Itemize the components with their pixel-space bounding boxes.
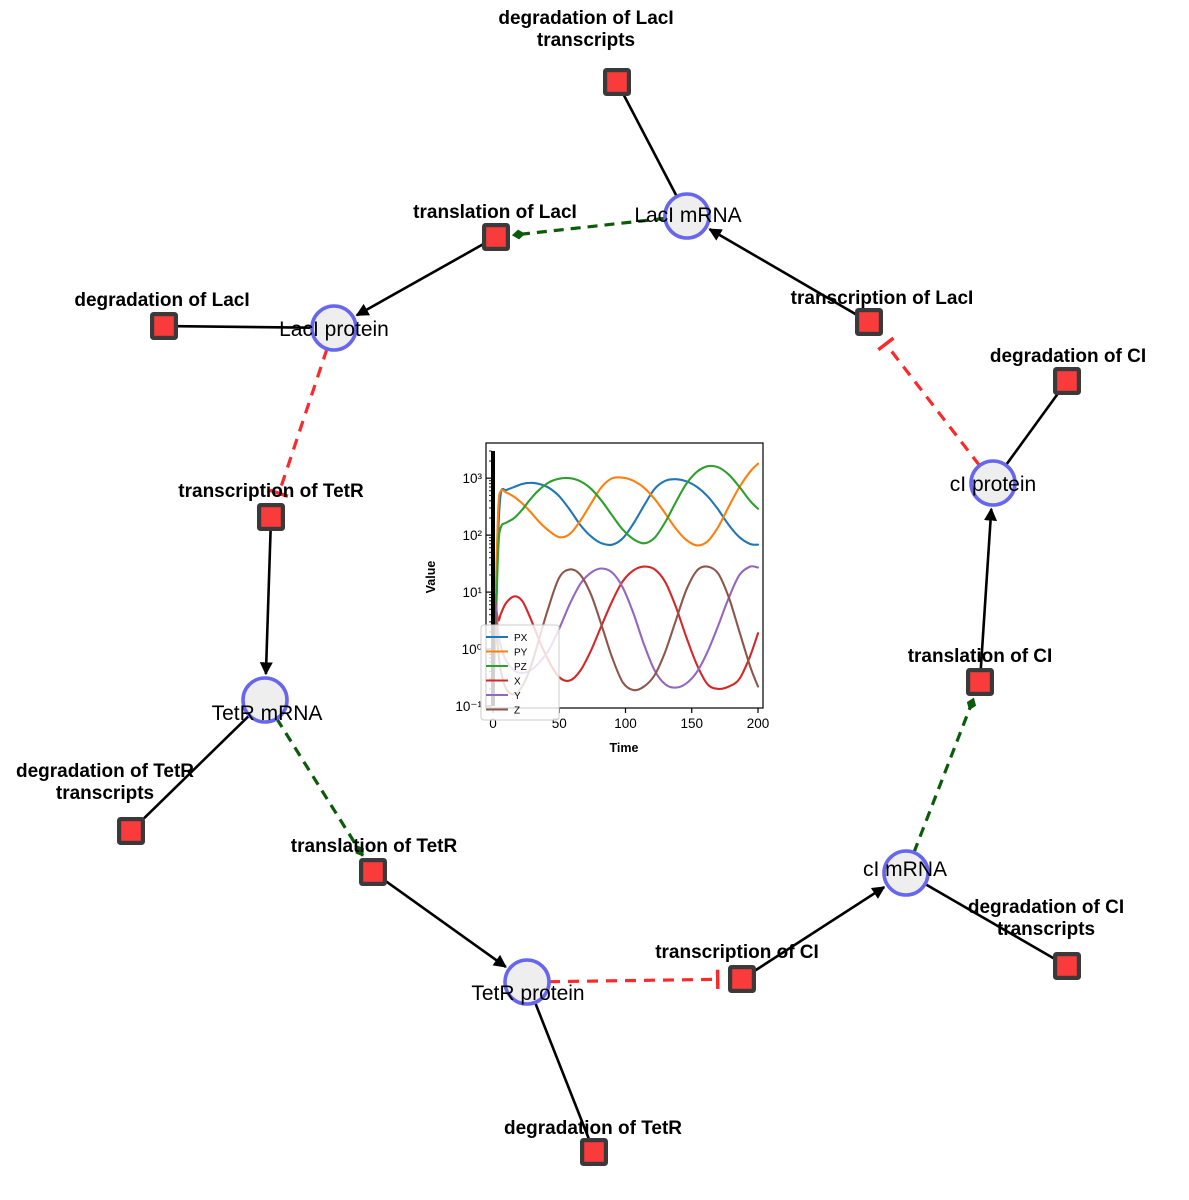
reaction-node-transcription_of_ci[interactable]: [728, 965, 756, 993]
y-tick-label: 10²: [462, 528, 482, 543]
reaction-node-transcription_of_tetr[interactable]: [257, 503, 285, 531]
edge-tetr_mrna-to-translation_of_tetr: [275, 717, 365, 857]
edge-tetr_protein-to-transcription_of_ci: [548, 969, 720, 989]
edges-layer: [143, 94, 1059, 1140]
edge-transcription_of_ci-to-ci_mrna: [754, 886, 886, 972]
edge-ci_mrna-to-deg_ci_transcripts: [924, 882, 1055, 960]
y-tick-label: 10⁰: [462, 642, 483, 657]
y-tick-label: 10⁻¹: [455, 699, 482, 714]
species-node-tetr_protein[interactable]: [503, 958, 551, 1006]
edge-ci_protein-to-deg_ci: [1004, 393, 1059, 466]
species-node-laci_protein[interactable]: [310, 304, 358, 352]
reaction-node-deg_tetr_transcripts[interactable]: [117, 817, 145, 845]
edge-laci_mrna-to-translation_of_laci: [511, 216, 666, 240]
reaction-node-deg_laci[interactable]: [150, 312, 178, 340]
series-line-PX: [491, 478, 760, 703]
edge-transcription_of_tetr-to-tetr_mrna: [259, 529, 273, 676]
x-tick-label: 150: [680, 716, 703, 731]
series-line-PY: [491, 462, 760, 703]
series-line-X: [491, 565, 760, 691]
legend-label-PY: PY: [514, 648, 528, 659]
species-node-ci_protein[interactable]: [969, 459, 1017, 507]
reaction-node-translation_of_laci[interactable]: [482, 223, 510, 251]
edge-translation_of_ci-to-ci_protein: [979, 507, 998, 670]
chart-legend: PX PY PZ XYZ: [480, 624, 560, 721]
edge-laci_mrna-to-deg_laci_transcripts: [622, 94, 678, 198]
y-tick-label: 10³: [462, 471, 482, 486]
legend-label-X: X: [514, 677, 521, 688]
species-node-tetr_mrna[interactable]: [241, 676, 289, 724]
x-tick-label: 100: [614, 716, 637, 731]
legend-box: [480, 624, 560, 721]
edge-transcription_of_laci-to-laci_mrna: [708, 227, 857, 316]
edge-tetr_protein-to-deg_tetr: [533, 1002, 591, 1140]
reaction-node-deg_laci_transcripts[interactable]: [603, 68, 631, 96]
x-axis-label: Time: [610, 741, 639, 755]
legend-label-Y: Y: [514, 691, 521, 702]
reaction-node-deg_ci_transcripts[interactable]: [1053, 952, 1081, 980]
y-axis-label: Value: [424, 561, 438, 594]
edge-ci_mrna-to-translation_of_ci: [912, 697, 977, 854]
edge-laci_protein-to-deg_laci: [176, 324, 313, 329]
reaction-node-deg_tetr[interactable]: [580, 1138, 608, 1166]
edge-translation_of_laci-to-laci_protein: [355, 243, 484, 317]
series-line-PZ: [491, 464, 760, 703]
reaction-node-translation_of_tetr[interactable]: [359, 858, 387, 886]
y-tick-label: 10¹: [462, 585, 482, 600]
x-tick-label: 0: [489, 716, 497, 731]
reaction-node-transcription_of_laci[interactable]: [855, 308, 883, 336]
legend-label-Z: Z: [514, 706, 520, 717]
species-node-laci_mrna[interactable]: [663, 192, 711, 240]
edge-tetr_mrna-to-deg_tetr_transcripts: [143, 714, 251, 820]
x-tick-label: 200: [747, 716, 770, 731]
edge-laci_protein-to-transcription_of_tetr: [269, 348, 329, 498]
nodes-layer: [117, 68, 1081, 1166]
species-node-ci_mrna[interactable]: [882, 849, 930, 897]
legend-label-PZ: PZ: [514, 662, 527, 673]
edge-ci_protein-to-transcription_of_laci: [877, 336, 981, 467]
inset-timecourse-plot: 0 50 100 150 200 10⁻¹ 10⁰ 10¹ 10² 10³ PX PY PZ X Y Z T…: [413, 437, 770, 760]
edge-translation_of_tetr-to-tetr_protein: [385, 880, 507, 968]
reaction-node-deg_ci[interactable]: [1053, 367, 1081, 395]
reaction-node-translation_of_ci[interactable]: [966, 668, 994, 696]
legend-label-PX: PX: [514, 633, 528, 644]
